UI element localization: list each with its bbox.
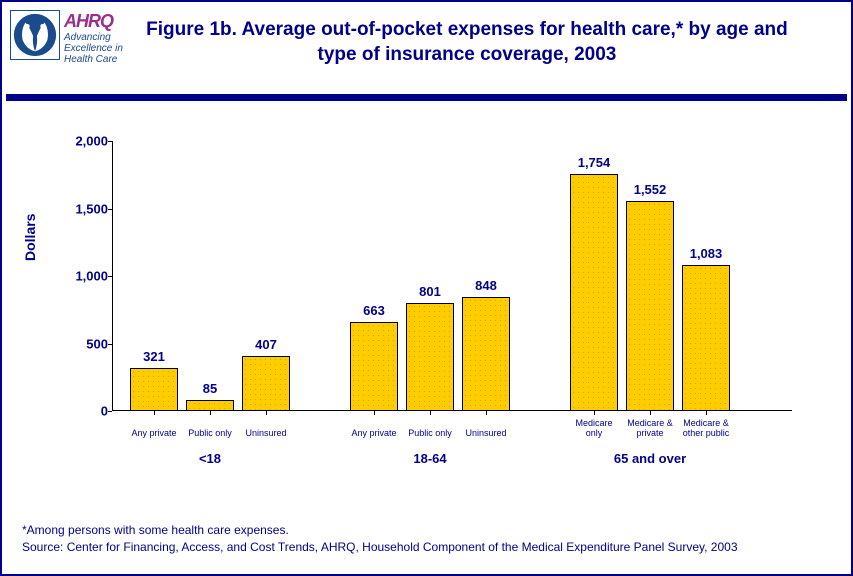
- bar: [406, 303, 454, 411]
- y-tick-mark: [108, 141, 112, 142]
- group-label: 65 and over: [614, 451, 686, 466]
- y-tick-label: 0: [64, 404, 108, 419]
- category-label: Medicare & private: [622, 419, 678, 439]
- bar: [350, 322, 398, 412]
- footnote-block: *Among persons with some health care exp…: [22, 522, 738, 556]
- ahrq-tagline-3: Health Care: [64, 54, 123, 65]
- category-tick: [430, 411, 431, 415]
- category-label: Medicare & other public: [678, 419, 734, 439]
- category-label: Uninsured: [238, 429, 294, 439]
- bar: [626, 201, 674, 411]
- header-divider: [6, 94, 847, 101]
- category-tick: [706, 411, 707, 415]
- category-label: Any private: [126, 429, 182, 439]
- category-label: Public only: [402, 429, 458, 439]
- group-label: <18: [199, 451, 221, 466]
- category-label: Medicare only: [566, 419, 622, 439]
- chart-container: Dollars 05001,0001,5002,000321Any privat…: [42, 131, 811, 491]
- y-axis-label: Dollars: [22, 214, 38, 261]
- category-tick: [210, 411, 211, 415]
- bar-value-label: 321: [126, 349, 182, 364]
- y-tick-mark: [108, 344, 112, 345]
- bar-value-label: 848: [458, 278, 514, 293]
- ahrq-logo-text: AHRQ: [64, 12, 123, 32]
- y-tick-label: 1,500: [64, 201, 108, 216]
- category-tick: [650, 411, 651, 415]
- bar-value-label: 1,754: [566, 155, 622, 170]
- bar: [130, 368, 178, 411]
- bar-value-label: 1,552: [622, 182, 678, 197]
- category-tick: [374, 411, 375, 415]
- bar: [462, 297, 510, 411]
- footnote-asterisk: *Among persons with some health care exp…: [22, 522, 738, 539]
- figure-title: Figure 1b. Average out-of-pocket expense…: [123, 10, 831, 67]
- bar-value-label: 1,083: [678, 246, 734, 261]
- logo-group: AHRQ Advancing Excellence in Health Care: [10, 10, 123, 65]
- y-tick-mark: [108, 276, 112, 277]
- y-tick-label: 2,000: [64, 134, 108, 149]
- y-tick-mark: [108, 411, 112, 412]
- bar-value-label: 663: [346, 303, 402, 318]
- bar-value-label: 801: [402, 284, 458, 299]
- category-tick: [154, 411, 155, 415]
- y-tick-label: 500: [64, 336, 108, 351]
- category-tick: [266, 411, 267, 415]
- hhs-logo-icon: [10, 10, 60, 60]
- bar-value-label: 407: [238, 337, 294, 352]
- bar: [570, 174, 618, 411]
- category-tick: [486, 411, 487, 415]
- header: AHRQ Advancing Excellence in Health Care…: [2, 2, 851, 94]
- category-label: Uninsured: [458, 429, 514, 439]
- ahrq-tagline-2: Excellence in: [64, 43, 123, 54]
- category-label: Any private: [346, 429, 402, 439]
- bar-value-label: 85: [182, 381, 238, 396]
- ahrq-tagline-1: Advancing: [64, 32, 123, 43]
- bar: [242, 356, 290, 411]
- footnote-source: Source: Center for Financing, Access, an…: [22, 539, 738, 556]
- plot-area: 05001,0001,5002,000321Any private85Publi…: [112, 141, 792, 411]
- group-label: 18-64: [413, 451, 446, 466]
- bar: [682, 265, 730, 411]
- bar: [186, 400, 234, 411]
- y-tick-mark: [108, 209, 112, 210]
- y-tick-label: 1,000: [64, 269, 108, 284]
- y-axis-line: [112, 141, 113, 411]
- category-label: Public only: [182, 429, 238, 439]
- category-tick: [594, 411, 595, 415]
- ahrq-logo: AHRQ Advancing Excellence in Health Care: [64, 10, 123, 65]
